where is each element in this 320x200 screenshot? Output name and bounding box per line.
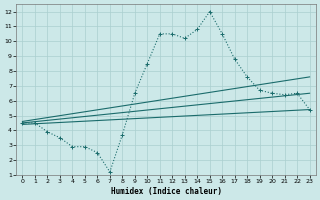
X-axis label: Humidex (Indice chaleur): Humidex (Indice chaleur): [110, 187, 221, 196]
